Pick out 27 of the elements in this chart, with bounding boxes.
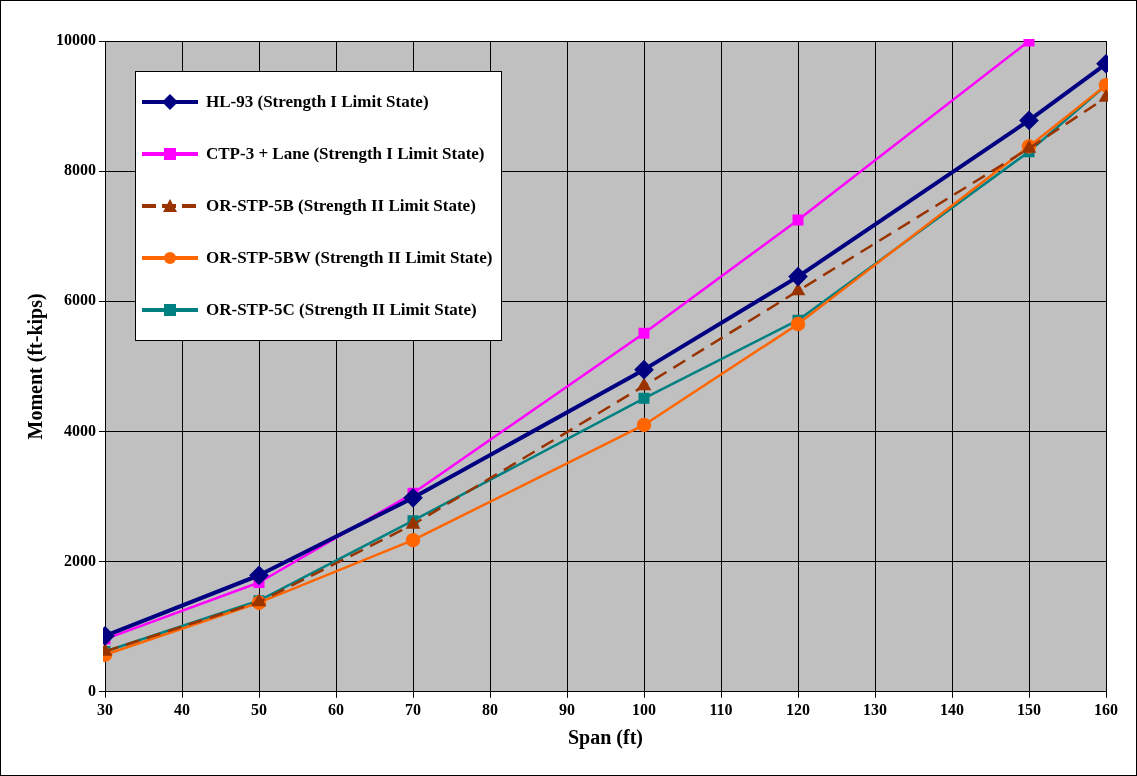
x-tick-label: 160 — [1094, 700, 1118, 718]
x-tick-label: 30 — [97, 700, 113, 718]
legend-label: OR-STP-5B (Strength II Limit State) — [206, 196, 476, 216]
x-tick-label: 40 — [174, 700, 190, 718]
x-tick-label: 60 — [328, 700, 344, 718]
y-tick-label: 4000 — [64, 421, 96, 439]
legend-label: OR-STP-5BW (Strength II Limit State) — [206, 248, 493, 268]
x-axis-title: Span (ft) — [567, 726, 644, 750]
x-tick-label: 120 — [786, 700, 810, 718]
x-tick-label: 150 — [1017, 700, 1041, 718]
y-axis-title: Moment (ft-kips) — [24, 293, 48, 440]
x-tick-label: 100 — [632, 700, 656, 718]
y-tick-label: 8000 — [64, 161, 96, 179]
x-tick-label: 70 — [405, 700, 421, 718]
x-tick-label: 90 — [559, 700, 575, 718]
y-tick-label: 6000 — [64, 291, 96, 309]
y-tick-label: 0 — [88, 681, 96, 699]
y-tick-label: 10000 — [56, 31, 96, 49]
y-tick-label: 2000 — [64, 551, 96, 569]
x-tick-label: 130 — [863, 700, 887, 718]
x-tick-label: 80 — [482, 700, 498, 718]
legend-label: OR-STP-5C (Strength II Limit State) — [206, 300, 477, 320]
x-tick-label: 110 — [709, 700, 733, 718]
legend-label: HL-93 (Strength I Limit State) — [206, 92, 429, 112]
x-tick-label: 50 — [251, 700, 267, 718]
legend-label: CTP-3 + Lane (Strength I Limit State) — [206, 144, 485, 164]
x-tick-label: 140 — [940, 700, 964, 718]
